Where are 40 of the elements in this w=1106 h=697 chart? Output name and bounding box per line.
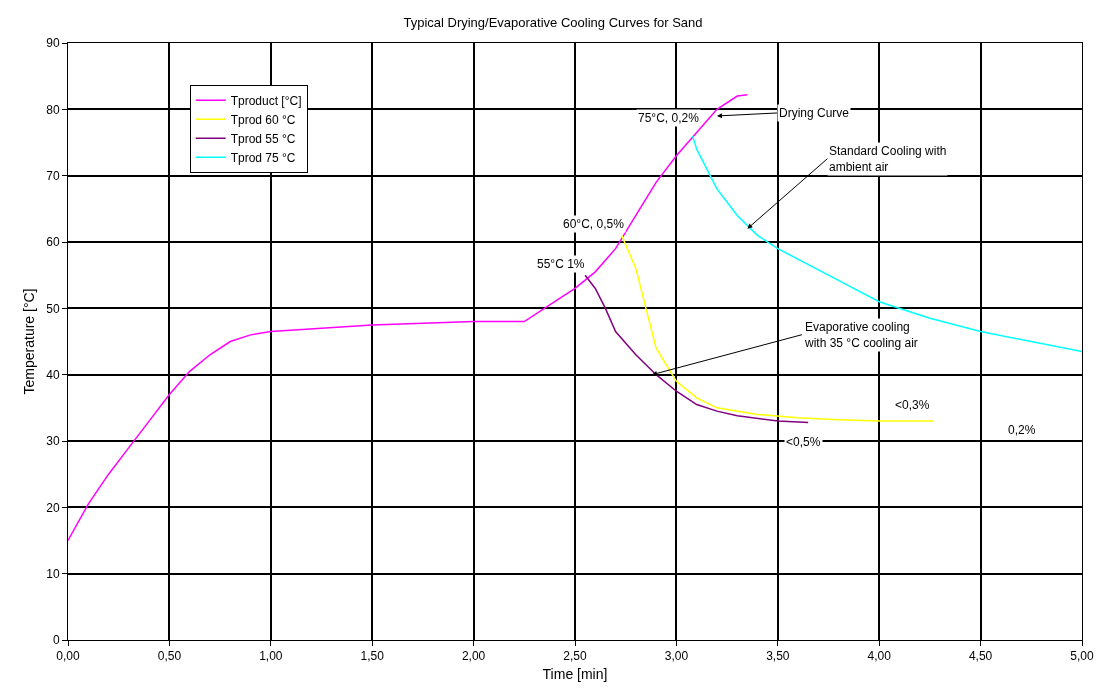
x-tick-label: 2,50	[563, 649, 587, 664]
annotation: 0,2%	[1008, 423, 1036, 437]
legend-label: Tproduct [°C]	[230, 93, 302, 108]
x-tick-label: 5,00	[1070, 649, 1094, 664]
x-tick-label: 1,00	[259, 649, 283, 664]
y-tick-label: 80	[46, 102, 60, 117]
x-tick-label: 2,00	[461, 649, 486, 664]
y-tick-label: 90	[46, 36, 60, 51]
y-tick-label: 40	[46, 367, 60, 382]
x-tick-label: 3,00	[664, 649, 689, 664]
annotation: Evaporative cooling with 35 °C cooling air	[804, 320, 918, 350]
x-tick-label: 0,00	[56, 649, 80, 664]
y-tick-label: 60	[46, 235, 60, 250]
annotation: Standard Cooling with ambient air	[829, 144, 947, 174]
x-tick-label: 4,50	[968, 649, 993, 664]
y-tick-label: 70	[46, 168, 60, 183]
chart-title: Typical Drying/Evaporative Cooling Curves for Sand	[403, 14, 703, 30]
line-series	[691, 135, 1082, 353]
line-series	[68, 93, 749, 542]
annotation: 75°C, 0,2%	[638, 111, 700, 125]
x-tick-label: 1,50	[360, 649, 385, 664]
x-tick-label: 4,00	[867, 649, 892, 664]
annotation: Drying Curve	[779, 106, 850, 120]
x-axis-title: Time [min]	[542, 665, 608, 682]
line-series	[620, 234, 935, 422]
y-tick-label: 10	[46, 566, 60, 581]
annotation: 55°C 1%	[537, 257, 585, 271]
legend-label: Tprod 60 °C	[230, 112, 296, 127]
annotation: 60°C, 0,5%	[563, 217, 625, 231]
y-tick-label: 20	[46, 500, 60, 515]
y-tick-label: 50	[46, 301, 60, 316]
x-tick-label: 0,50	[157, 649, 182, 664]
x-tick-label: 3,50	[766, 649, 790, 664]
annotation: <0,5%	[786, 435, 821, 449]
legend-label: Tprod 75 °C	[230, 150, 296, 165]
y-tick-label: 30	[46, 434, 60, 449]
annotation: <0,3%	[895, 398, 930, 412]
legend-label: Tprod 55 °C	[230, 131, 296, 146]
y-axis-title: Temperature [°C]	[20, 288, 37, 395]
y-tick-label: 0	[52, 633, 60, 648]
